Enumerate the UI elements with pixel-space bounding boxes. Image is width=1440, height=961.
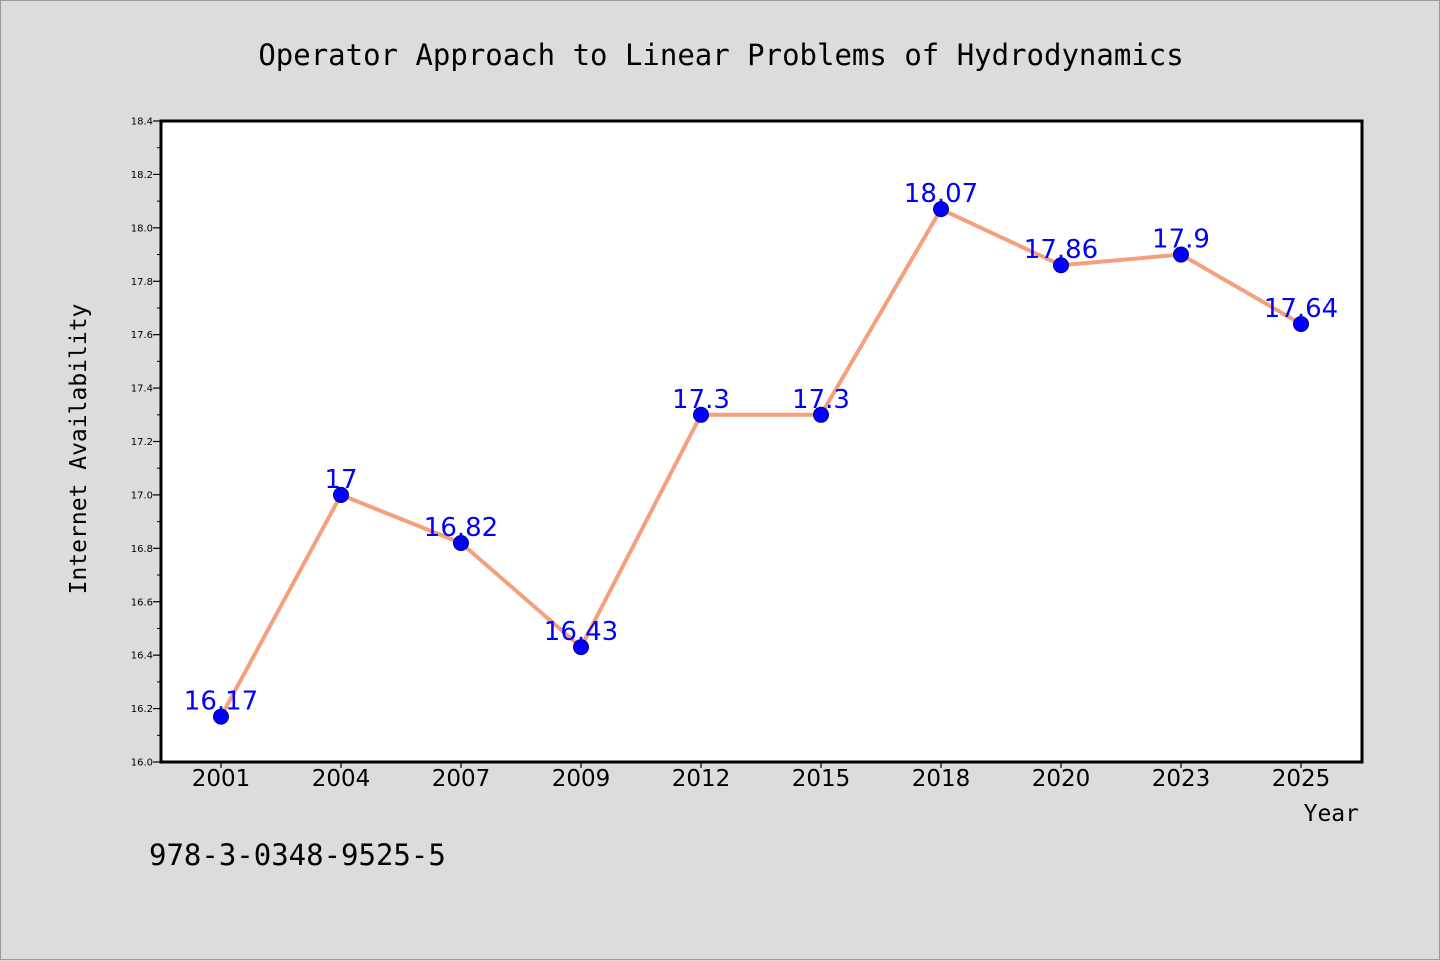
y-tick-label: 16.0 xyxy=(131,758,153,769)
data-point xyxy=(1173,246,1189,263)
x-tick-label: 2025 xyxy=(1272,766,1331,792)
data-point xyxy=(453,534,469,551)
x-tick-label: 2009 xyxy=(552,766,611,792)
y-tick-label: 16.4 xyxy=(131,651,153,662)
data-point xyxy=(933,201,949,218)
data-label: 17.3 xyxy=(672,385,730,415)
y-tick-label: 17.8 xyxy=(131,277,153,288)
x-tick-label: 2001 xyxy=(192,766,251,792)
y-tick-label: 18.2 xyxy=(131,170,153,181)
x-tick-label: 2012 xyxy=(672,766,731,792)
data-label: 16.43 xyxy=(544,617,618,647)
data-label: 16.17 xyxy=(184,687,258,717)
x-tick-label: 2015 xyxy=(792,766,851,792)
data-label: 17.64 xyxy=(1264,294,1338,324)
y-tick-label: 17.0 xyxy=(131,490,153,501)
x-tick-label: 2004 xyxy=(312,766,371,792)
series-line xyxy=(219,207,1303,718)
data-point xyxy=(813,406,829,423)
plot-area xyxy=(161,121,1362,762)
chart-title: Operator Approach to Linear Problems of … xyxy=(258,38,1183,72)
x-tick-label: 2020 xyxy=(1032,766,1091,792)
data-label: 17.86 xyxy=(1024,235,1098,265)
y-tick-label: 16.2 xyxy=(131,704,153,715)
y-tick-label: 17.6 xyxy=(131,330,153,341)
x-axis-label: Year xyxy=(1304,801,1359,827)
y-tick-label: 17.2 xyxy=(131,437,153,448)
y-axis-label: Internet Availability xyxy=(66,304,92,595)
x-tick-label: 2007 xyxy=(432,766,491,792)
y-tick-label: 16.8 xyxy=(131,544,153,555)
y-tick-label: 16.6 xyxy=(131,597,153,608)
x-tick-label: 2018 xyxy=(912,766,971,792)
data-label: 18.07 xyxy=(904,179,978,209)
data-point xyxy=(1053,257,1069,274)
y-axis: 16.0 16.2 16.4 16.6 16.8 17.0 17.2 17.4 17.6 17.8… xyxy=(131,117,161,769)
data-label: 17.9 xyxy=(1152,225,1210,255)
data-point xyxy=(693,406,709,423)
series-layer: 16.17 17 16.82 16.43 17.3 17.3 18.07 17.86 17.9 1… xyxy=(184,179,1338,725)
plot-frame xyxy=(159,119,1364,764)
data-label: 17 xyxy=(324,465,357,495)
data-label: 17.3 xyxy=(792,385,850,415)
data-point xyxy=(213,708,229,725)
y-tick-label: 17.4 xyxy=(131,384,153,395)
data-label: 16.82 xyxy=(424,513,498,543)
y-tick-label: 18.4 xyxy=(131,117,153,128)
y-tick-label: 18.0 xyxy=(131,223,153,234)
isbn-text: 978-3-0348-9525-5 xyxy=(149,838,446,872)
data-point xyxy=(333,486,349,503)
x-tick-label: 2023 xyxy=(1152,766,1211,792)
x-axis: 2001 2004 2007 2009 2012 2015 2018 2020 2023 2025 xyxy=(192,762,1331,792)
data-point xyxy=(1293,315,1309,332)
data-point xyxy=(573,639,589,656)
